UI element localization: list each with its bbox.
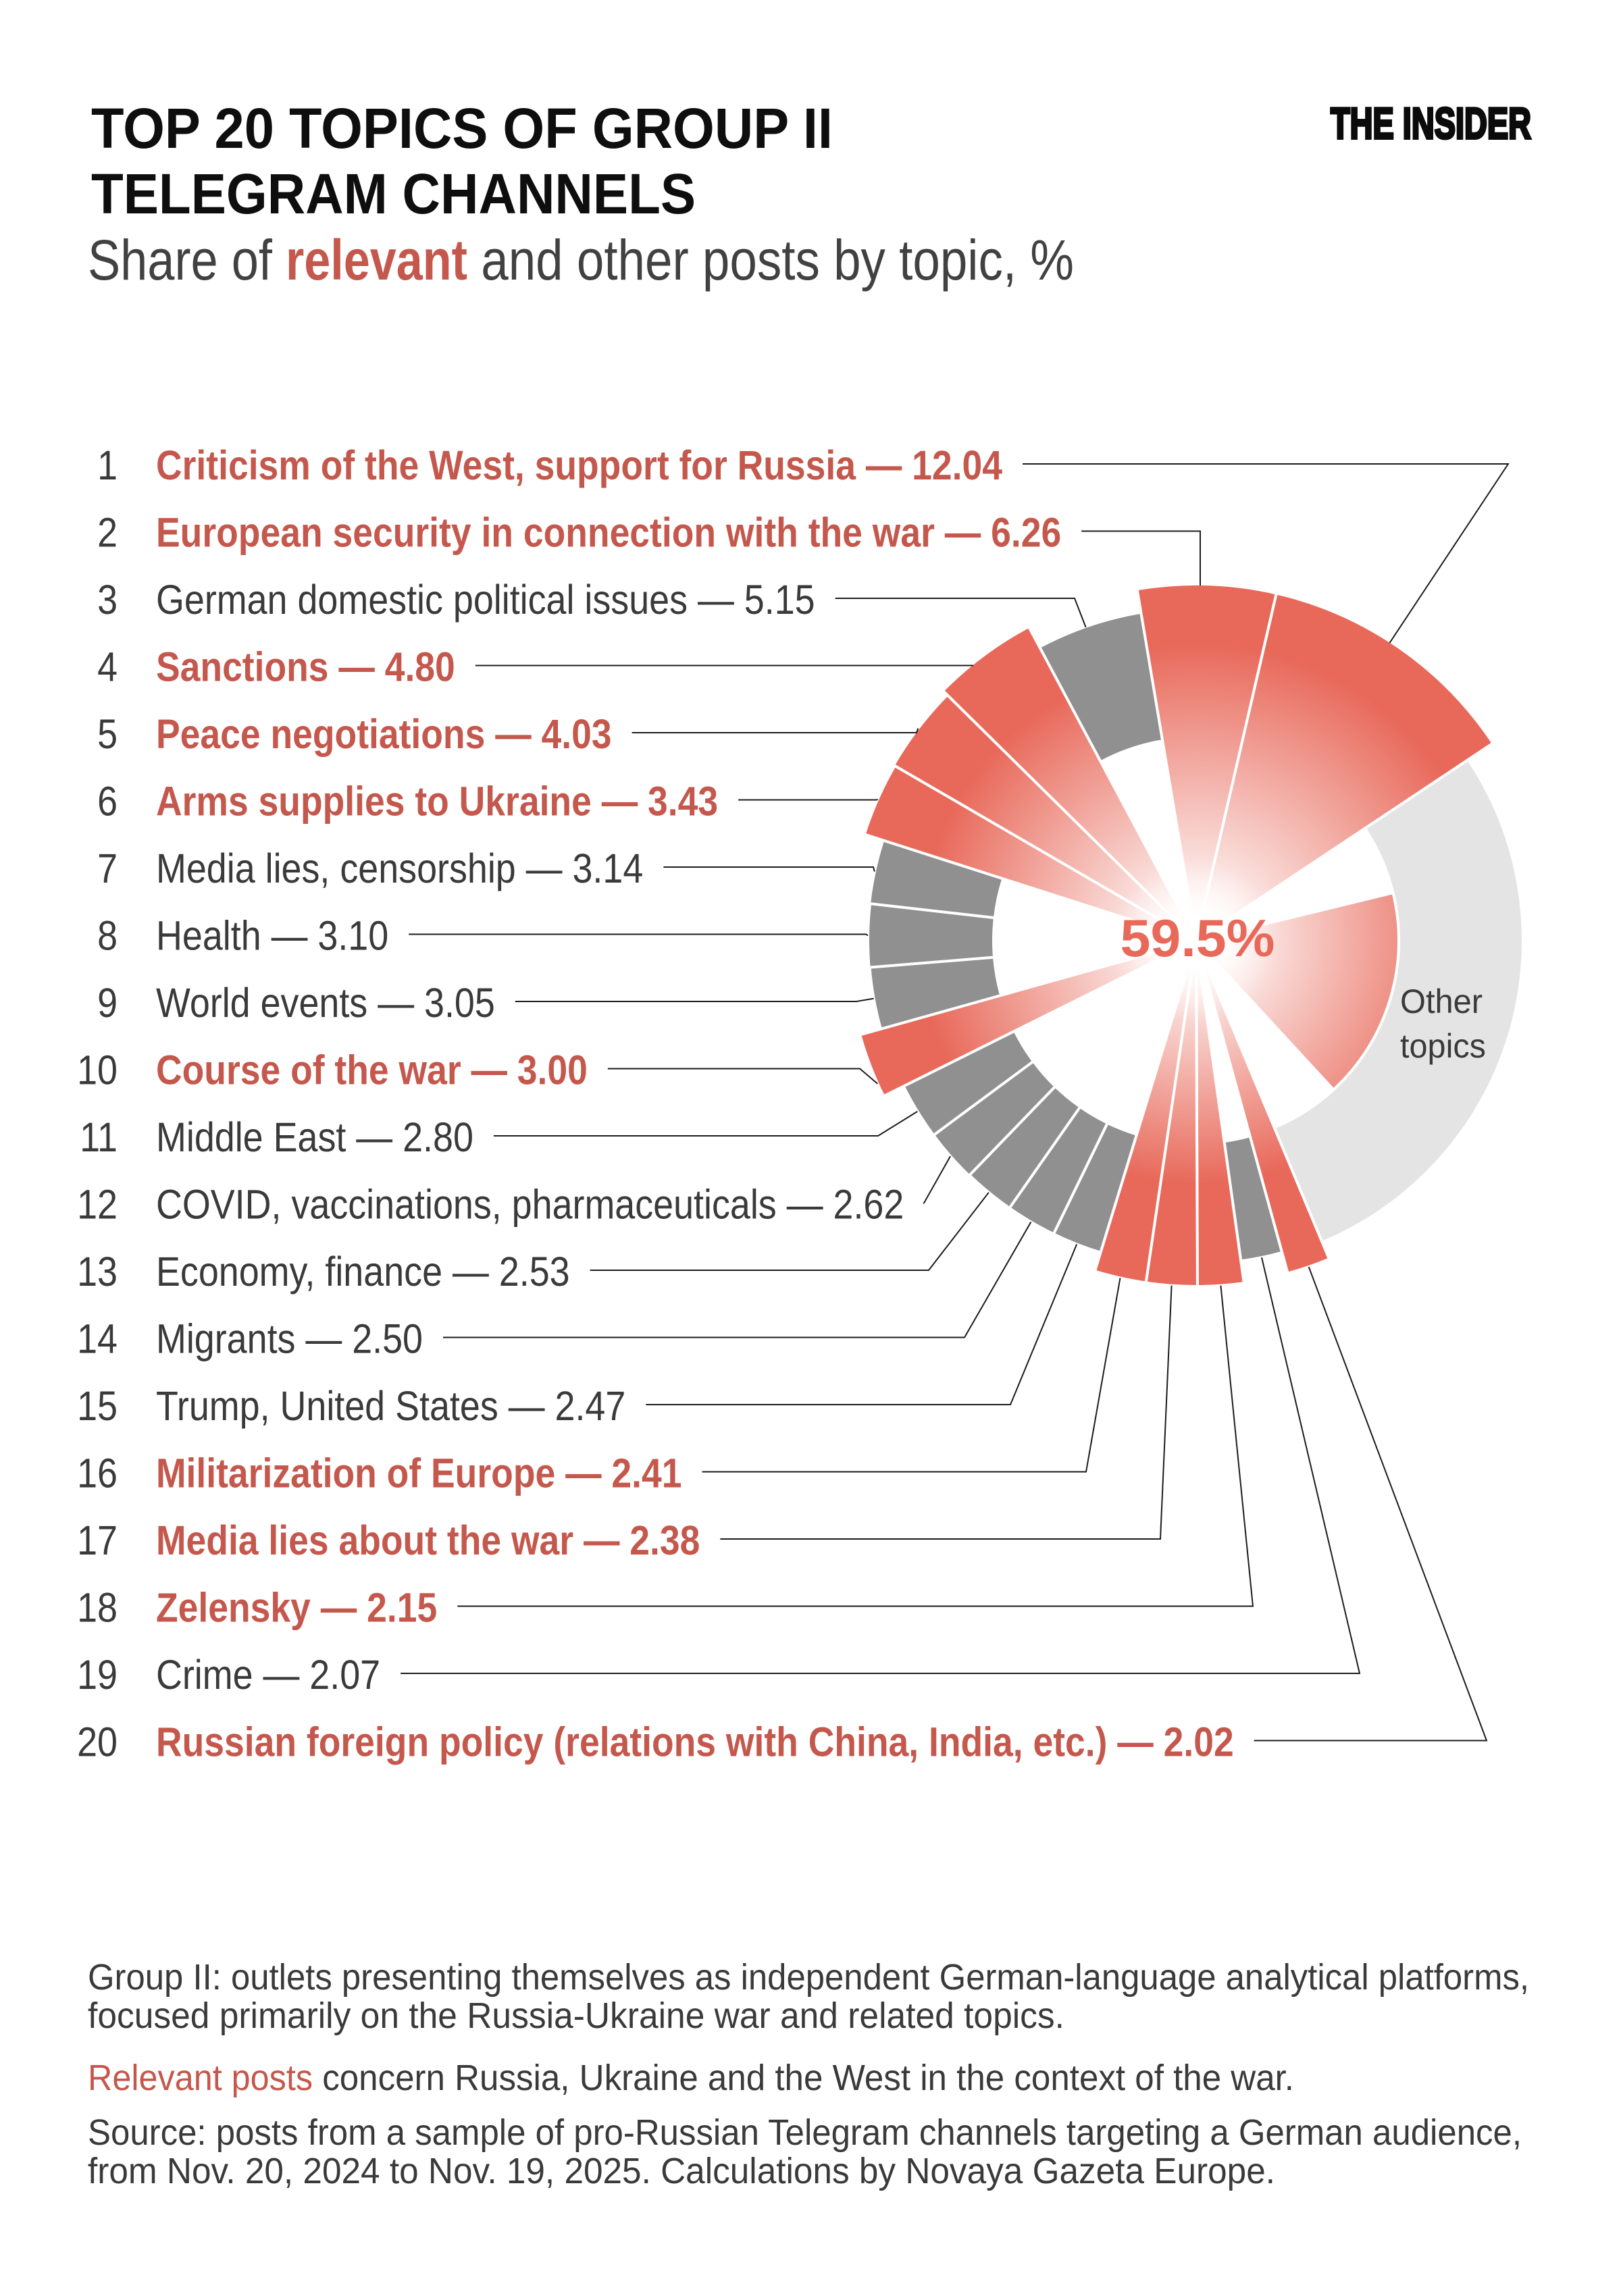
svg-text:Trump, United States — 2.47: Trump, United States — 2.47: [156, 1383, 625, 1429]
svg-text:Share of relevant and other po: Share of relevant and other posts by top…: [88, 228, 1074, 292]
svg-text:European security in connectio: European security in connection with the…: [156, 510, 1061, 556]
svg-text:10: 10: [77, 1047, 118, 1093]
svg-text:THE INSIDER: THE INSIDER: [1331, 99, 1531, 148]
svg-text:Russian foreign policy (relati: Russian foreign policy (relations with C…: [156, 1719, 1234, 1765]
svg-text:focused primarily on the Russi: focused primarily on the Russia-Ukraine …: [88, 1995, 1064, 2036]
svg-text:Sanctions — 4.80: Sanctions — 4.80: [156, 644, 455, 690]
svg-text:20: 20: [77, 1719, 118, 1765]
svg-text:5: 5: [97, 711, 118, 757]
svg-text:Group II: outlets presenting t: Group II: outlets presenting themselves …: [88, 1957, 1529, 1998]
svg-text:12: 12: [77, 1182, 118, 1228]
svg-text:Health — 3.10: Health — 3.10: [156, 913, 388, 959]
svg-text:German domestic political issu: German domestic political issues — 5.15: [156, 577, 815, 623]
svg-text:TOP 20 TOPICS OF GROUP II: TOP 20 TOPICS OF GROUP II: [91, 97, 833, 160]
svg-text:Migrants — 2.50: Migrants — 2.50: [156, 1316, 423, 1362]
svg-text:19: 19: [77, 1652, 118, 1698]
svg-text:Criticism of the West, support: Criticism of the West, support for Russi…: [156, 442, 1002, 488]
svg-text:17: 17: [77, 1517, 118, 1563]
svg-text:Media lies, censorship — 3.14: Media lies, censorship — 3.14: [156, 845, 643, 891]
svg-text:13: 13: [77, 1249, 118, 1295]
svg-text:3: 3: [97, 577, 118, 623]
svg-text:8: 8: [97, 913, 118, 959]
svg-text:Other: Other: [1400, 983, 1483, 1020]
svg-text:4: 4: [97, 644, 118, 690]
svg-text:Zelensky — 2.15: Zelensky — 2.15: [156, 1585, 437, 1631]
svg-text:59.5%: 59.5%: [1121, 908, 1275, 968]
svg-text:16: 16: [77, 1451, 118, 1496]
svg-text:topics: topics: [1400, 1027, 1486, 1065]
svg-text:TELEGRAM CHANNELS: TELEGRAM CHANNELS: [91, 162, 696, 226]
svg-text:Course of the war — 3.00: Course of the war — 3.00: [156, 1047, 588, 1093]
svg-text:Economy, finance — 2.53: Economy, finance — 2.53: [156, 1249, 570, 1295]
svg-text:Arms supplies to Ukraine — 3.4: Arms supplies to Ukraine — 3.43: [156, 779, 718, 825]
svg-text:Middle East — 2.80: Middle East — 2.80: [156, 1114, 473, 1160]
svg-text:Militarization of Europe — 2.4: Militarization of Europe — 2.41: [156, 1451, 682, 1496]
svg-text:from Nov. 20, 2024 to Nov. 19,: from Nov. 20, 2024 to Nov. 19, 2025. Cal…: [88, 2151, 1275, 2191]
svg-text:14: 14: [77, 1316, 118, 1362]
svg-text:Relevant posts concern Russia,: Relevant posts concern Russia, Ukraine a…: [88, 2058, 1294, 2098]
svg-text:15: 15: [77, 1383, 118, 1429]
svg-text:Source: posts from a sample of: Source: posts from a sample of pro-Russi…: [88, 2112, 1522, 2153]
svg-text:18: 18: [77, 1585, 118, 1631]
svg-text:1: 1: [97, 442, 118, 488]
svg-text:2: 2: [97, 510, 118, 556]
svg-text:6: 6: [97, 779, 118, 825]
svg-text:11: 11: [80, 1114, 118, 1160]
svg-text:COVID, vaccinations, pharmaceu: COVID, vaccinations, pharmaceuticals — 2…: [156, 1182, 904, 1228]
svg-text:Media lies about the war — 2.3: Media lies about the war — 2.38: [156, 1517, 700, 1563]
svg-text:World events — 3.05: World events — 3.05: [156, 980, 495, 1026]
svg-text:9: 9: [97, 980, 118, 1026]
svg-text:Crime — 2.07: Crime — 2.07: [156, 1652, 380, 1698]
svg-text:7: 7: [97, 845, 118, 891]
svg-text:Peace negotiations — 4.03: Peace negotiations — 4.03: [156, 711, 612, 757]
